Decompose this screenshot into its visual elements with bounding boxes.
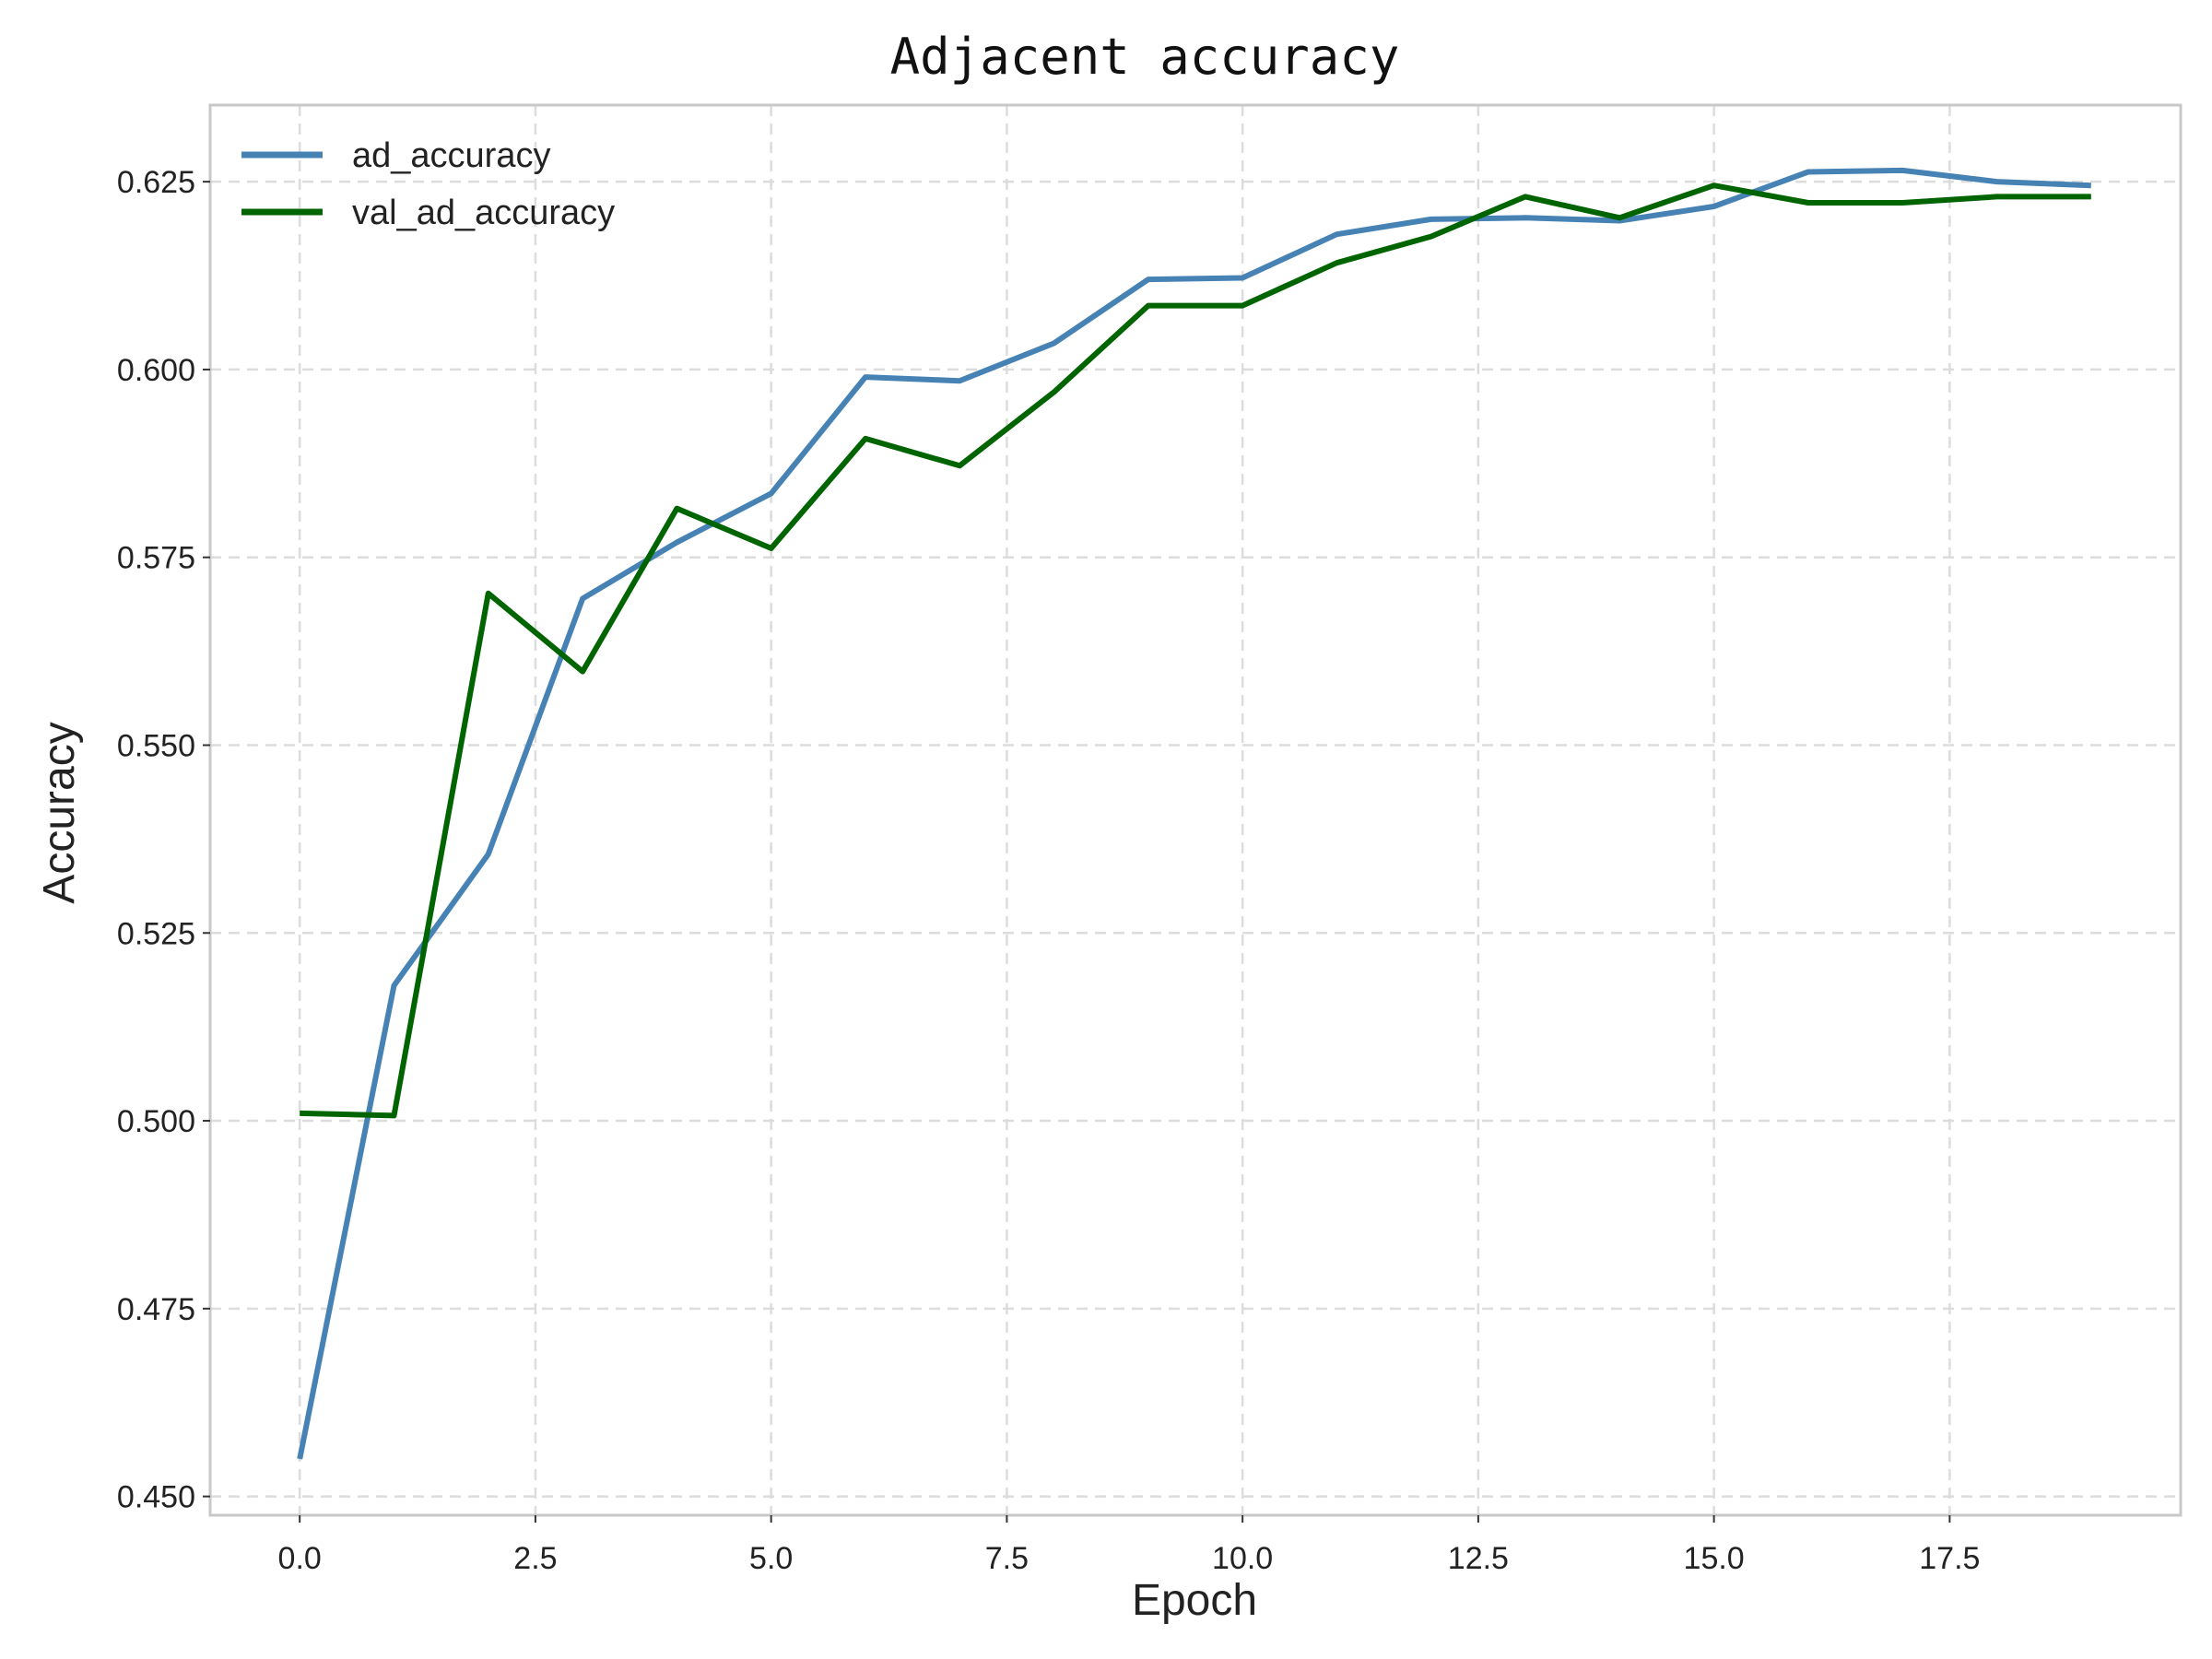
legend: ad_accuracy val_ad_accuracy [241, 136, 615, 232]
series-line-ad-accuracy [297, 167, 2091, 1460]
y-tick-label: 0.475 [117, 1292, 195, 1327]
x-tick-label: 2.5 [513, 1541, 557, 1576]
x-tick-label: 12.5 [1448, 1541, 1509, 1576]
x-tick-label: 10.0 [1212, 1541, 1273, 1576]
x-tick-label: 15.0 [1684, 1541, 1745, 1576]
y-tick-label: 0.500 [117, 1104, 195, 1139]
x-tick-label: 7.5 [985, 1541, 1029, 1576]
x-tick-label: 17.5 [1919, 1541, 1980, 1576]
tick-layer: 0.0 2.5 5.0 7.5 10.0 12.5 15.0 17.5 0.450 0.475 0.… [117, 165, 1981, 1576]
series-line-val-ad-accuracy [300, 182, 2091, 1119]
x-axis-label: Epoch [1132, 1576, 1257, 1625]
y-tick-label: 0.600 [117, 353, 195, 388]
y-tick-label: 0.625 [117, 165, 195, 200]
series-layer [297, 167, 2091, 1460]
y-tick-label: 0.550 [117, 728, 195, 763]
y-tick-label: 0.575 [117, 541, 195, 576]
y-axis-label: Accuracy [35, 722, 84, 903]
y-tick-label: 0.525 [117, 916, 195, 951]
y-tick-label: 0.450 [117, 1480, 195, 1515]
chart-title: Adjacent accuracy [890, 28, 1400, 86]
grid-layer [210, 105, 2181, 1515]
x-tick-label: 5.0 [749, 1541, 793, 1576]
legend-label-val-ad-accuracy: val_ad_accuracy [352, 194, 615, 232]
legend-label-ad-accuracy: ad_accuracy [352, 136, 550, 175]
x-tick-label: 0.0 [278, 1541, 322, 1576]
axes-frame [208, 103, 2183, 1517]
